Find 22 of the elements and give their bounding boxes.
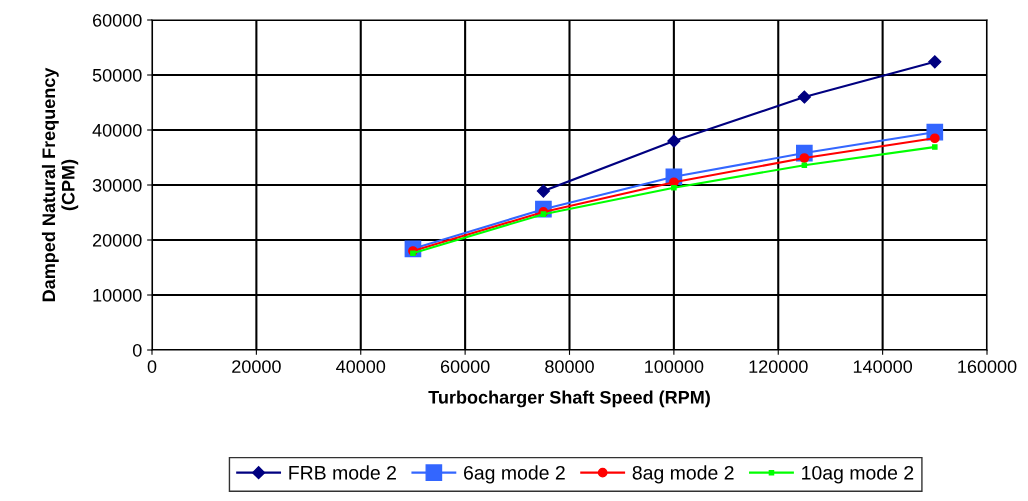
x-tick-label: 120000 [749,360,808,373]
x-tick-label: 140000 [853,360,913,373]
legend-label: FRB mode 2 [289,465,396,480]
y-tick-label: 0 [132,343,142,357]
legend-label: 10ag mode 2 [802,465,914,484]
legend-label: 6ag mode 2 [464,465,565,484]
y-tick-label: 20000 [92,233,142,247]
y-tick-label: 30000 [92,178,142,192]
legend-label: 8ag mode 2 [632,465,734,484]
x-tick-label: 80000 [545,360,594,373]
y-tick-label: 10000 [93,288,142,302]
x-tick-label: 0 [147,360,157,373]
y-tick-label: 60000 [92,13,142,27]
x-tick-label: 20000 [232,360,281,373]
y-axis-title: Damped Natural Frequency (CPM) [41,67,79,302]
x-tick-label: 40000 [336,360,386,373]
y-tick-label: 50000 [92,68,142,82]
y-tick-label: 40000 [92,123,142,137]
x-axis-title: Turbocharger Shaft Speed (RPM) [428,390,710,408]
x-tick-label: 60000 [440,360,490,373]
x-tick-label: 160000 [958,360,1017,373]
x-tick-label: 100000 [645,360,704,373]
